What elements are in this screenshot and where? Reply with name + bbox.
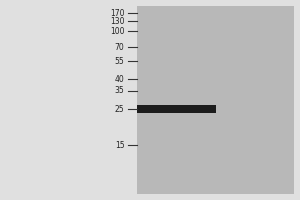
Text: 70: 70 — [115, 43, 124, 51]
Bar — [136, 6, 294, 194]
Text: 100: 100 — [110, 26, 124, 36]
Bar — [136, 105, 216, 113]
Text: 170: 170 — [110, 8, 124, 18]
Text: 35: 35 — [115, 86, 124, 95]
Text: 55: 55 — [115, 56, 124, 66]
Text: 40: 40 — [115, 74, 124, 84]
Text: 25: 25 — [115, 104, 124, 114]
Text: 15: 15 — [115, 140, 124, 149]
Text: 130: 130 — [110, 17, 124, 25]
